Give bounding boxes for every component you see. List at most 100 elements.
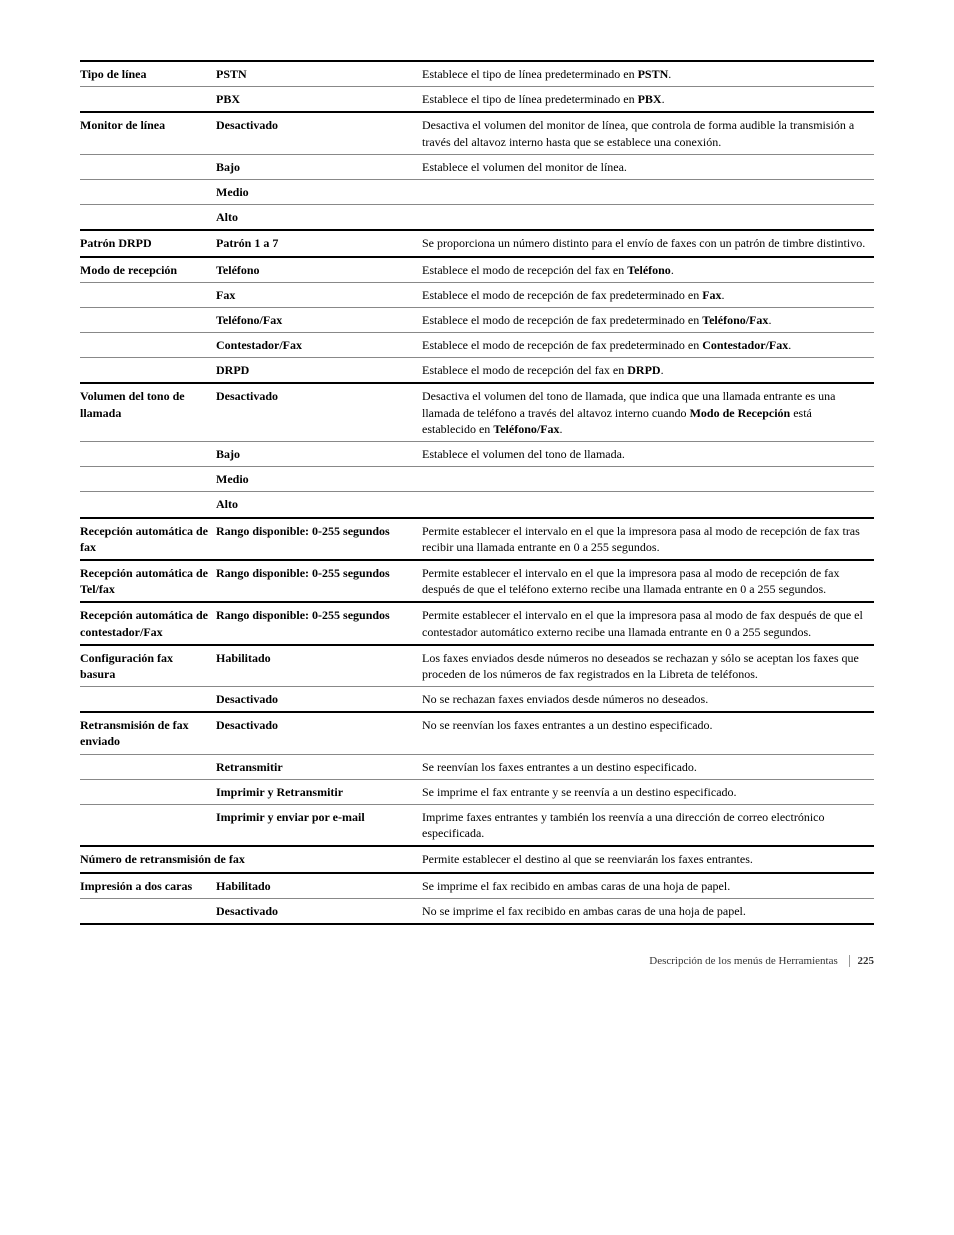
table-row: BajoEstablece el volumen del tono de lla… [80,442,874,466]
setting-description: Permite establecer el destino al que se … [422,847,874,871]
setting-description: Los faxes enviados desde números no dese… [422,646,874,686]
setting-option: Contestador/Fax [216,333,422,357]
setting-option: Medio [216,467,422,491]
setting-option: Imprimir y enviar por e-mail [216,805,422,845]
table-row: Imprimir y RetransmitirSe imprime el fax… [80,780,874,804]
table-row: Patrón DRPDPatrón 1 a 7Se proporciona un… [80,231,874,255]
setting-description: Establece el volumen del monitor de líne… [422,155,874,179]
table-row: Volumen del tono de llamadaDesactivadoDe… [80,384,874,441]
setting-option: Rango disponible: 0-255 segundos [216,603,422,643]
table-row: Alto [80,205,874,229]
setting-option: Alto [216,492,422,516]
setting-description: No se imprime el fax recibido en ambas c… [422,899,874,923]
setting-description: Imprime faxes entrantes y también los re… [422,805,874,845]
setting-description: Se reenvían los faxes entrantes a un des… [422,755,874,779]
setting-name [80,205,216,229]
setting-option: PBX [216,87,422,111]
table-row: Recepción automática de Tel/faxRango dis… [80,561,874,601]
table-row: Medio [80,180,874,204]
table-row: RetransmitirSe reenvían los faxes entran… [80,755,874,779]
table-row: Teléfono/FaxEstablece el modo de recepci… [80,308,874,332]
settings-table: Tipo de líneaPSTNEstablece el tipo de lí… [80,60,874,925]
setting-description [422,492,874,516]
table-row: DesactivadoNo se rechazan faxes enviados… [80,687,874,711]
setting-name: Número de retransmisión de fax [80,847,422,871]
setting-description: Desactiva el volumen del tono de llamada… [422,384,874,441]
setting-name [80,492,216,516]
setting-description: Permite establecer el intervalo en el qu… [422,561,874,601]
table-row: DesactivadoNo se imprime el fax recibido… [80,899,874,923]
setting-option: PSTN [216,62,422,86]
setting-name [80,780,216,804]
table-row: BajoEstablece el volumen del monitor de … [80,155,874,179]
setting-description: Desactiva el volumen del monitor de líne… [422,113,874,153]
setting-name: Recepción automática de fax [80,519,216,559]
footer-text: Descripción de los menús de Herramientas [649,955,837,967]
setting-option: Fax [216,283,422,307]
setting-option: Alto [216,205,422,229]
setting-description: Establece el tipo de línea predeterminad… [422,87,874,111]
table-row: Imprimir y enviar por e-mailImprime faxe… [80,805,874,845]
setting-name [80,308,216,332]
setting-name [80,333,216,357]
table-row: Contestador/FaxEstablece el modo de rece… [80,333,874,357]
setting-option: Rango disponible: 0-255 segundos [216,519,422,559]
table-row: Medio [80,467,874,491]
setting-name: Impresión a dos caras [80,874,216,898]
setting-name [80,755,216,779]
setting-description: Establece el tipo de línea predeterminad… [422,62,874,86]
setting-option: Teléfono/Fax [216,308,422,332]
setting-option: Imprimir y Retransmitir [216,780,422,804]
table-row: PBXEstablece el tipo de línea predetermi… [80,87,874,111]
setting-description: Establece el modo de recepción del fax e… [422,258,874,282]
setting-description: Establece el volumen del tono de llamada… [422,442,874,466]
setting-name [80,467,216,491]
setting-name: Monitor de línea [80,113,216,153]
setting-name [80,358,216,382]
table-row: Configuración fax basuraHabilitadoLos fa… [80,646,874,686]
page-number: 225 [849,955,875,967]
setting-option: Desactivado [216,899,422,923]
setting-option: Habilitado [216,646,422,686]
setting-option: Bajo [216,442,422,466]
setting-name: Retransmisión de fax enviado [80,713,216,753]
setting-name: Configuración fax basura [80,646,216,686]
setting-description: Establece el modo de recepción de fax pr… [422,308,874,332]
table-row: Modo de recepciónTeléfonoEstablece el mo… [80,258,874,282]
setting-option: Retransmitir [216,755,422,779]
setting-option: Bajo [216,155,422,179]
setting-name: Recepción automática de contestador/Fax [80,603,216,643]
setting-option: Desactivado [216,687,422,711]
table-row: Monitor de líneaDesactivadoDesactiva el … [80,113,874,153]
table-row: Retransmisión de fax enviadoDesactivadoN… [80,713,874,753]
setting-description: Se imprime el fax entrante y se reenvía … [422,780,874,804]
setting-description [422,467,874,491]
setting-option: Desactivado [216,113,422,153]
setting-name [80,687,216,711]
setting-description [422,180,874,204]
setting-name: Patrón DRPD [80,231,216,255]
table-row: Tipo de líneaPSTNEstablece el tipo de lí… [80,62,874,86]
setting-description: Establece el modo de recepción del fax e… [422,358,874,382]
setting-description: Permite establecer el intervalo en el qu… [422,603,874,643]
setting-description: Permite establecer el intervalo en el qu… [422,519,874,559]
setting-name: Modo de recepción [80,258,216,282]
setting-name [80,442,216,466]
setting-description: No se reenvían los faxes entrantes a un … [422,713,874,753]
setting-name [80,180,216,204]
table-row: Número de retransmisión de faxPermite es… [80,847,874,871]
setting-option: Teléfono [216,258,422,282]
setting-option: DRPD [216,358,422,382]
table-row: Recepción automática de faxRango disponi… [80,519,874,559]
table-row: Recepción automática de contestador/FaxR… [80,603,874,643]
setting-description: Establece el modo de recepción de fax pr… [422,333,874,357]
setting-description: No se rechazan faxes enviados desde núme… [422,687,874,711]
setting-option: Desactivado [216,384,422,441]
setting-description [422,205,874,229]
setting-option: Rango disponible: 0-255 segundos [216,561,422,601]
setting-option: Medio [216,180,422,204]
setting-description: Establece el modo de recepción de fax pr… [422,283,874,307]
table-row: DRPDEstablece el modo de recepción del f… [80,358,874,382]
setting-description: Se proporciona un número distinto para e… [422,231,874,255]
setting-option: Desactivado [216,713,422,753]
